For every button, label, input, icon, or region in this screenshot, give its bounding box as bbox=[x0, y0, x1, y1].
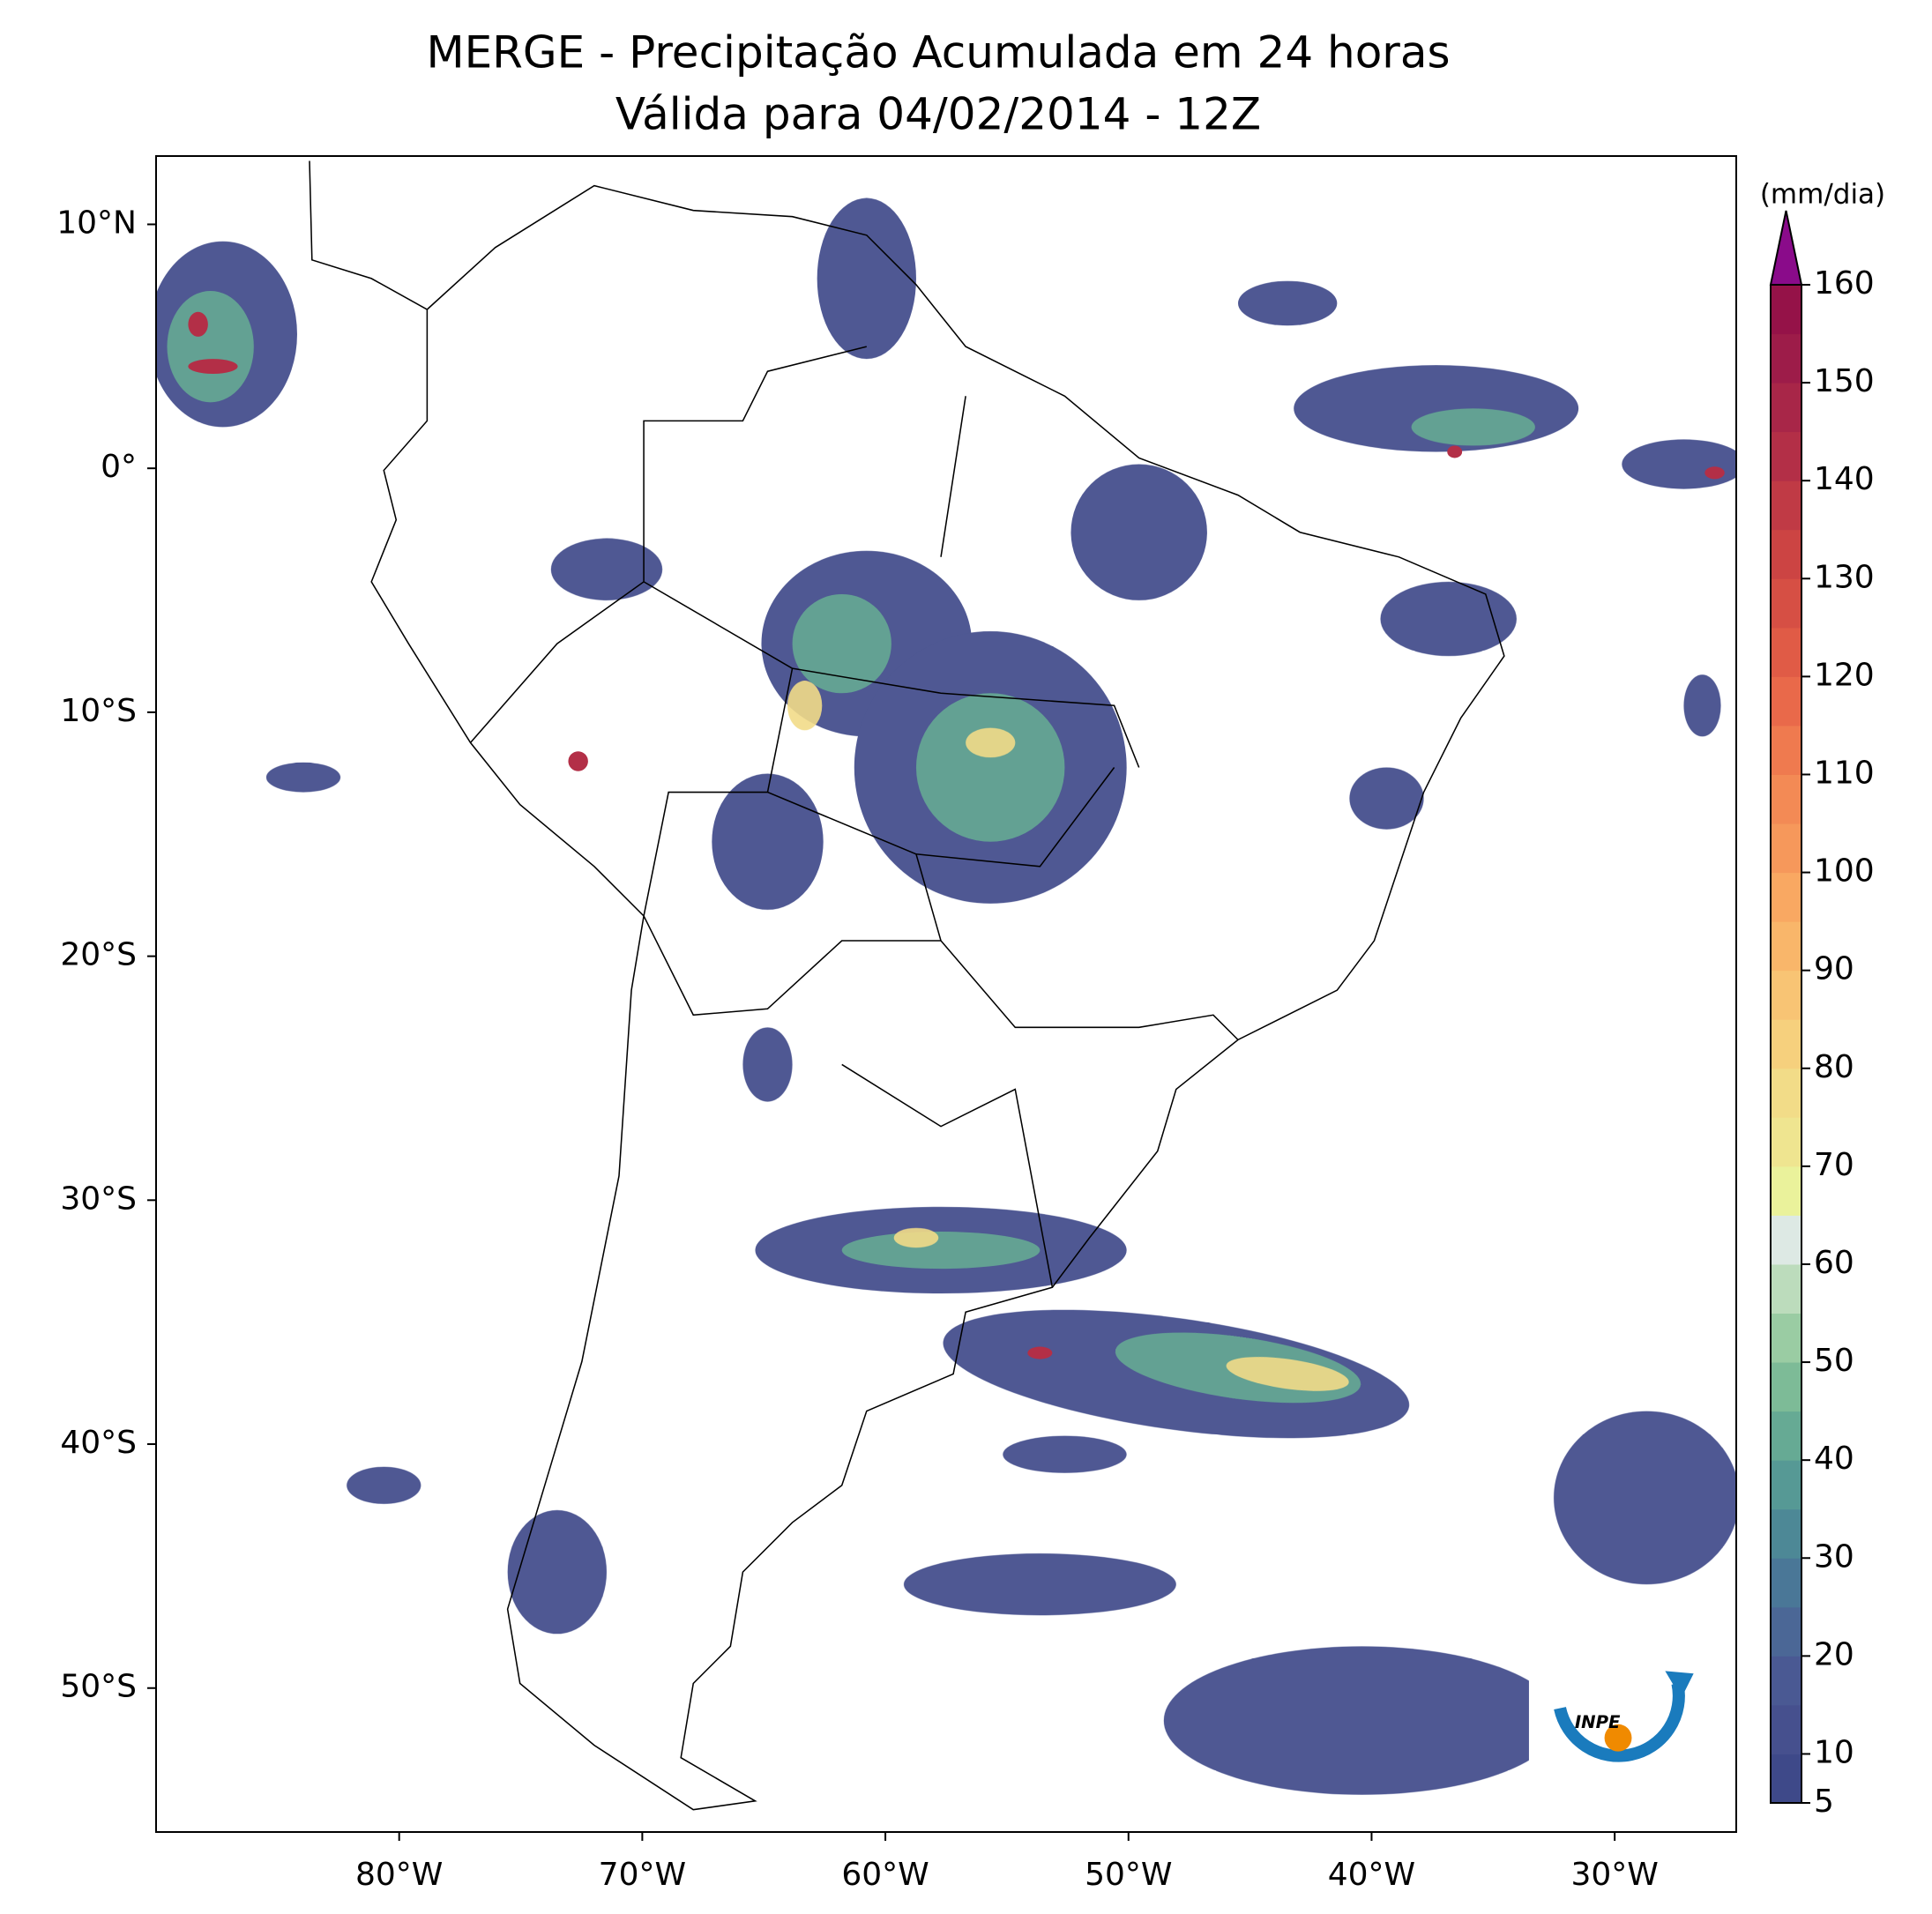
colorbar-tick-label: 30 bbox=[1814, 1538, 1854, 1575]
logo-text: INPE bbox=[1575, 1712, 1621, 1732]
colorbar-bin bbox=[1771, 285, 1801, 335]
y-tick-label: 0° bbox=[101, 449, 137, 485]
logo-box: INPE bbox=[1528, 1624, 1718, 1810]
colorbar-bin bbox=[1771, 823, 1801, 874]
colorbar-tick-label: 120 bbox=[1814, 657, 1875, 693]
colorbar-bin bbox=[1771, 1411, 1801, 1461]
y-tick-label: 50°S bbox=[60, 1669, 137, 1705]
colorbar-tick-label: 90 bbox=[1814, 951, 1854, 987]
colorbar-bin bbox=[1771, 1019, 1801, 1069]
colorbar-bin bbox=[1771, 383, 1801, 433]
colorbar-bin bbox=[1771, 676, 1801, 726]
colorbar-bin bbox=[1771, 1704, 1801, 1754]
map-body bbox=[156, 160, 1736, 1811]
colorbar-tick-label: 110 bbox=[1814, 755, 1875, 791]
colorbar-tick-label: 10 bbox=[1814, 1734, 1854, 1770]
colorbar-bin bbox=[1771, 1656, 1801, 1706]
colorbar-bin bbox=[1771, 1754, 1801, 1804]
y-tick-label: 20°S bbox=[60, 937, 137, 973]
colorbar-tick-label: 160 bbox=[1814, 265, 1875, 302]
colorbar-bin bbox=[1771, 1215, 1801, 1265]
colorbar-bin bbox=[1771, 1362, 1801, 1412]
colorbar-bin bbox=[1771, 1606, 1801, 1657]
precipitation bbox=[156, 197, 1736, 1795]
colorbar-tick-label: 100 bbox=[1814, 853, 1875, 890]
colorbar-bin bbox=[1771, 1558, 1801, 1608]
colorbar-label: (mm/dia) bbox=[1760, 179, 1885, 211]
colorbar-tick-label: 60 bbox=[1814, 1245, 1854, 1281]
colorbar-bin bbox=[1771, 333, 1801, 384]
y-tick-label: 30°S bbox=[60, 1180, 137, 1217]
colorbar-extend bbox=[1769, 210, 1803, 286]
colorbar-bin bbox=[1771, 480, 1801, 531]
colorbar-tick-label: 20 bbox=[1814, 1636, 1854, 1672]
x-tick-label: 60°W bbox=[841, 1857, 929, 1893]
colorbar-bin bbox=[1771, 1263, 1801, 1314]
colorbar-bin bbox=[1771, 1508, 1801, 1559]
x-tick-label: 70°W bbox=[599, 1857, 686, 1893]
colorbar-tick-label: 70 bbox=[1814, 1147, 1854, 1183]
x-tick-label: 80°W bbox=[355, 1857, 443, 1893]
colorbar-tick-label: 40 bbox=[1814, 1441, 1854, 1477]
subtitle: Válida para 04/02/2014 - 12Z bbox=[615, 89, 1261, 140]
colorbar-bin bbox=[1771, 1068, 1801, 1118]
coastline bbox=[309, 160, 1505, 1811]
colorbar-tick-label: 80 bbox=[1814, 1049, 1854, 1085]
colorbar-bin bbox=[1771, 921, 1801, 972]
colorbar-tick-label: 130 bbox=[1814, 559, 1875, 595]
colorbar-bin bbox=[1771, 1313, 1801, 1363]
colorbar-bin bbox=[1771, 725, 1801, 775]
colorbar-bin bbox=[1771, 627, 1801, 677]
colorbar-tick-label: 5 bbox=[1814, 1784, 1834, 1820]
y-tick-label: 10°N bbox=[56, 205, 137, 241]
colorbar-bin bbox=[1771, 970, 1801, 1020]
colorbar-bin bbox=[1771, 1166, 1801, 1216]
colorbar-bin bbox=[1771, 872, 1801, 922]
x-tick-label: 30°W bbox=[1570, 1857, 1658, 1893]
y-tick-label: 10°S bbox=[60, 693, 137, 729]
title: MERGE - Precipitação Acumulada em 24 hor… bbox=[426, 27, 1450, 78]
colorbar-bin bbox=[1771, 774, 1801, 824]
colorbar-tick-label: 50 bbox=[1814, 1343, 1854, 1379]
colorbar-bin bbox=[1771, 578, 1801, 629]
colorbar-frame bbox=[1770, 285, 1802, 1804]
colorbar-bin bbox=[1771, 1117, 1801, 1167]
x-tick-label: 50°W bbox=[1085, 1857, 1172, 1893]
x-tick-label: 40°W bbox=[1328, 1857, 1415, 1893]
colorbar-bin bbox=[1771, 431, 1801, 481]
colorbar-tick-label: 140 bbox=[1814, 461, 1875, 497]
colorbar-tick-label: 150 bbox=[1814, 363, 1875, 399]
map-frame bbox=[155, 155, 1737, 1833]
y-tick-label: 40°S bbox=[60, 1425, 137, 1461]
colorbar-bin bbox=[1771, 529, 1801, 579]
colorbar-bin bbox=[1771, 1460, 1801, 1510]
